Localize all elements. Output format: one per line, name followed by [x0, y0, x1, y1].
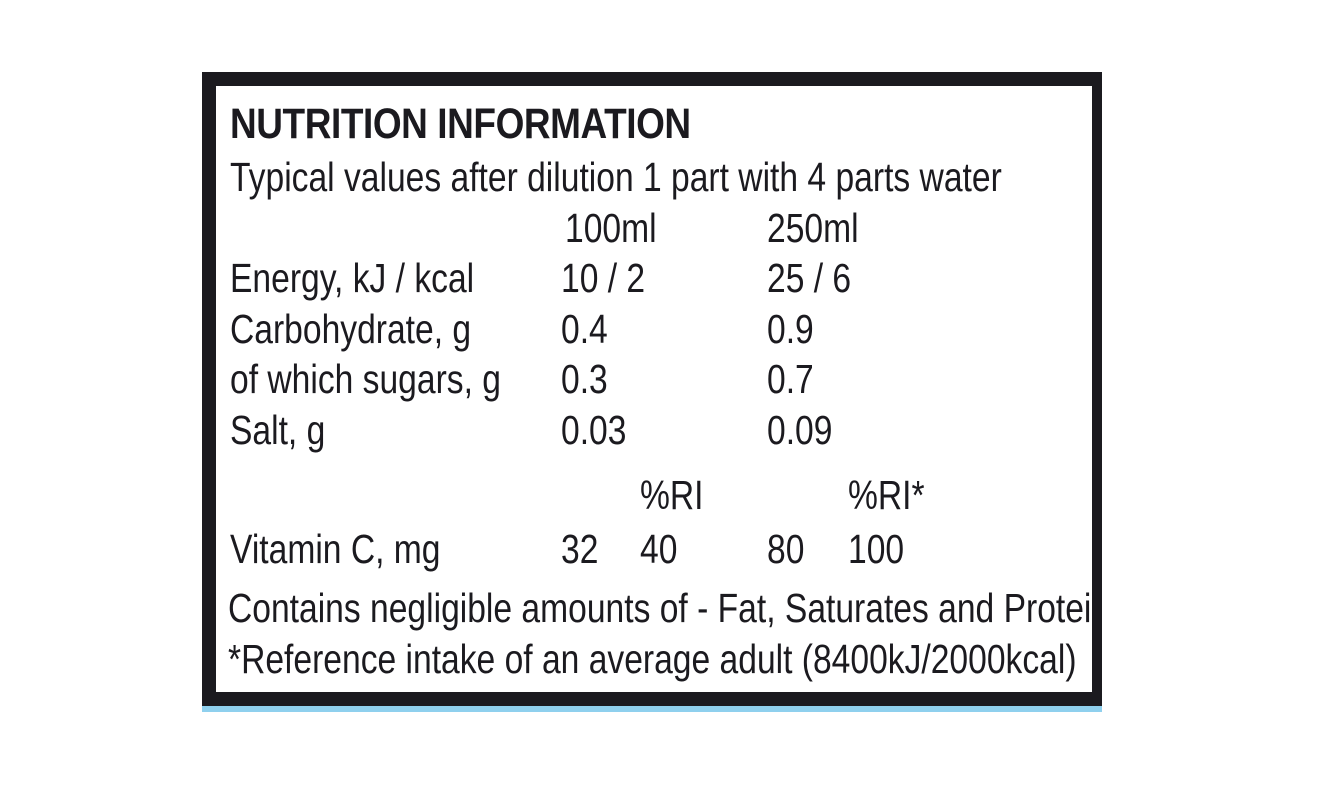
row-energy-250ml: 25 / 6 — [767, 255, 852, 301]
row-salt-250ml: 0.09 — [767, 407, 833, 453]
footnote-reference-intake: *Reference intake of an average adult (8… — [228, 636, 1077, 682]
row-salt-name: Salt, g — [230, 407, 326, 453]
row-sugars-250ml: 0.7 — [767, 356, 814, 402]
row-sugars-100ml: 0.3 — [561, 356, 608, 402]
ri-header-100ml: %RI — [640, 472, 704, 518]
row-vitamin-c-ri-100ml: 40 — [640, 526, 678, 572]
nutrition-label-panel: NUTRITION INFORMATION Typical values aft… — [202, 72, 1102, 706]
footnote-negligible: Contains negligible amounts of - Fat, Sa… — [228, 585, 1102, 631]
row-vitamin-c-ri-250ml: 100 — [848, 526, 905, 572]
row-salt-100ml: 0.03 — [561, 407, 627, 453]
row-carbohydrate-name: Carbohydrate, g — [230, 306, 472, 352]
row-vitamin-c-name: Vitamin C, mg — [230, 526, 441, 572]
row-sugars-name: of which sugars, g — [230, 356, 501, 402]
row-carbohydrate-250ml: 0.9 — [767, 306, 814, 352]
row-energy-name: Energy, kJ / kcal — [230, 255, 475, 301]
label-title: NUTRITION INFORMATION — [230, 100, 691, 148]
ri-header-250ml: %RI* — [848, 472, 925, 518]
row-vitamin-c-100ml: 32 — [561, 526, 599, 572]
row-energy-100ml: 10 / 2 — [561, 255, 646, 301]
row-carbohydrate-100ml: 0.4 — [561, 306, 608, 352]
row-vitamin-c-250ml: 80 — [767, 526, 805, 572]
column-header-250ml: 250ml — [767, 205, 859, 251]
label-subtitle: Typical values after dilution 1 part wit… — [230, 154, 1002, 200]
column-header-100ml: 100ml — [565, 205, 657, 251]
